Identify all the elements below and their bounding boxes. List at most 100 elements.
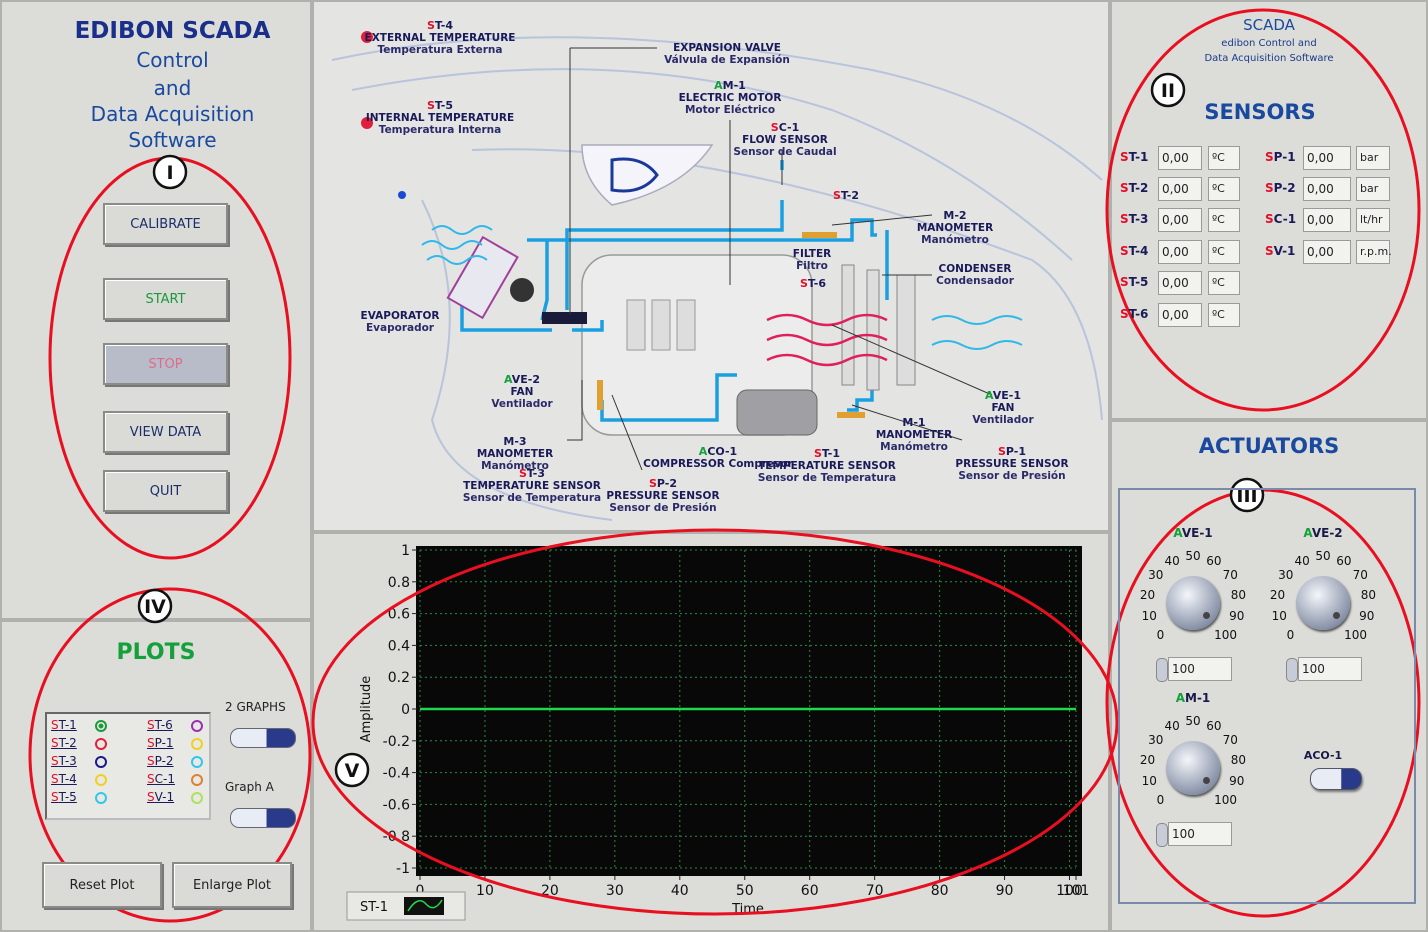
legend-marker[interactable] <box>95 720 107 732</box>
sensors-title: SENSORS <box>1204 100 1316 124</box>
sensor-value: 0,00 <box>1158 208 1202 232</box>
button[interactable]: Enlarge Plot <box>172 862 292 908</box>
scada-subtitle: edibon Control and <box>1221 38 1317 49</box>
legend-label: ST-3 <box>51 754 77 768</box>
x-tick-label: 60 <box>801 883 819 899</box>
plot: 10.80.60.40.20-0.2-0.4-0.6-0.8-10 10 20 30 4… <box>346 543 1090 921</box>
legend-label: SC-1 <box>147 772 175 786</box>
x-tick-label: 10 <box>476 883 494 899</box>
dial-label: 90 <box>1229 609 1245 624</box>
component-text: FAN <box>510 386 534 398</box>
dial-label: 100 <box>1214 792 1237 807</box>
diagram-label: ST-4 EXTERNAL TEMPERATURE Temperatura Exte… <box>365 20 516 57</box>
switch[interactable] <box>1310 768 1362 790</box>
app-title: Data Acquisition <box>90 102 255 126</box>
scada-subtitle: Data Acquisition Software <box>1204 53 1334 64</box>
sensor-value: 0,00 <box>1303 208 1351 232</box>
diagram-label: EXPANSION VALVE Válvula de Expansión <box>664 42 790 66</box>
component-text: TEMPERATURE SENSOR <box>758 460 896 472</box>
legend-marker[interactable] <box>191 774 203 786</box>
y-tick-label: 0.6 <box>388 607 410 623</box>
y-tick-label: 0 <box>401 702 410 718</box>
legend-marker[interactable] <box>191 792 203 804</box>
component-code: M-1 <box>902 416 926 429</box>
button[interactable]: START <box>103 278 228 320</box>
component-code: AVE-2 <box>503 373 541 386</box>
dial-label: 70 <box>1222 732 1238 747</box>
diagram-label: ST-6 <box>800 278 826 290</box>
component-code: ST-5 <box>426 99 454 112</box>
component-text: FILTER <box>792 248 832 260</box>
legend-marker[interactable] <box>191 756 203 768</box>
diagram-label: ST-1 TEMPERATURE SENSOR Sensor de Temperat… <box>758 447 896 485</box>
sensor-value: 0,00 <box>1158 271 1202 295</box>
component-code: SC-1 <box>770 121 800 134</box>
legend-marker[interactable] <box>191 738 203 750</box>
component-text: INTERNAL TEMPERATURE <box>365 112 515 124</box>
dial-label: 40 <box>1164 719 1180 733</box>
knob-value: 100 <box>1168 657 1232 681</box>
knob-name: AM-1 <box>1175 691 1211 705</box>
dial-label: 0 <box>1156 627 1165 642</box>
component-text: MANOMETER <box>476 448 554 460</box>
legend-marker[interactable] <box>95 774 107 786</box>
component-text: FAN <box>991 402 1015 414</box>
dial-label: 20 <box>1139 587 1156 602</box>
actuators-frame <box>1118 488 1416 904</box>
sensor-name: ST-2 <box>1120 181 1149 195</box>
legend-marker[interactable] <box>95 756 107 768</box>
legend-marker[interactable] <box>191 720 203 732</box>
dial-label: 90 <box>1229 774 1245 789</box>
component-text: FLOW SENSOR <box>742 134 828 146</box>
sensor-unit: ºC <box>1208 303 1240 327</box>
diagram-label: ACO-1 COMPRESSOR Compresor <box>643 446 793 471</box>
component-text: Filtro <box>796 260 828 272</box>
component-code: ST-3 <box>518 467 546 480</box>
sensor-name: ST-3 <box>1120 212 1149 226</box>
component-text: Evaporador <box>365 322 434 334</box>
legend-label: ST-4 <box>51 772 77 786</box>
spinner[interactable] <box>1156 658 1168 682</box>
diagram-label: AVE-1 FAN Ventilador <box>972 389 1033 427</box>
toggle-switch[interactable] <box>230 808 296 828</box>
button[interactable]: VIEW DATA <box>103 411 228 453</box>
x-tick-label: 50 <box>736 883 754 899</box>
diagram-label: FILTER Filtro <box>793 248 831 272</box>
knob[interactable] <box>1166 741 1220 795</box>
diagram-label: SP-2 PRESSURE SENSOR Sensor de Presión <box>606 478 719 515</box>
knob[interactable] <box>1166 576 1220 630</box>
sensor-unit: r.p.m. <box>1356 240 1392 264</box>
component-code: ST-1 <box>813 447 841 460</box>
button[interactable]: CALIBRATE <box>103 203 228 245</box>
dial-label: 100 <box>1214 627 1237 642</box>
toggle-switch[interactable] <box>230 728 296 748</box>
dial-label: 0 <box>1286 627 1295 642</box>
x-tick-label: 101 <box>1063 883 1090 899</box>
x-tick-label: 40 <box>671 883 689 899</box>
dial-label: 30 <box>1148 567 1164 582</box>
component-text: TEMPERATURE SENSOR <box>463 480 601 492</box>
component-text: Manómetro <box>880 441 948 453</box>
legend-marker[interactable] <box>95 738 107 750</box>
knob[interactable] <box>1296 576 1350 630</box>
y-tick-label: 0.2 <box>388 670 410 686</box>
component-text: Temperatura Interna <box>378 124 502 136</box>
diagram-label: ST-3 TEMPERATURE SENSOR Sensor de Temperat… <box>463 467 601 505</box>
spinner[interactable] <box>1286 658 1298 682</box>
legend-label: ST-5 <box>51 790 77 804</box>
dial-label: 10 <box>1271 609 1287 624</box>
component-code: AVE-1 <box>984 389 1022 402</box>
spinner[interactable] <box>1156 823 1168 847</box>
component-code: M-2 <box>943 209 967 222</box>
sensor-value: 0,00 <box>1303 240 1351 264</box>
component-text: Ventilador <box>491 398 553 410</box>
legend-marker[interactable] <box>95 792 107 804</box>
legend-label: SP-2 <box>147 754 174 768</box>
button[interactable]: QUIT <box>103 470 228 512</box>
diagram-label: AVE-2 FAN Ventilador <box>491 373 553 411</box>
dial-label: 50 <box>1185 714 1201 728</box>
sensor-name: ST-1 <box>1120 150 1149 164</box>
button[interactable]: STOP <box>103 343 228 385</box>
component-code: SP-1 <box>997 445 1027 458</box>
button[interactable]: Reset Plot <box>42 862 162 908</box>
